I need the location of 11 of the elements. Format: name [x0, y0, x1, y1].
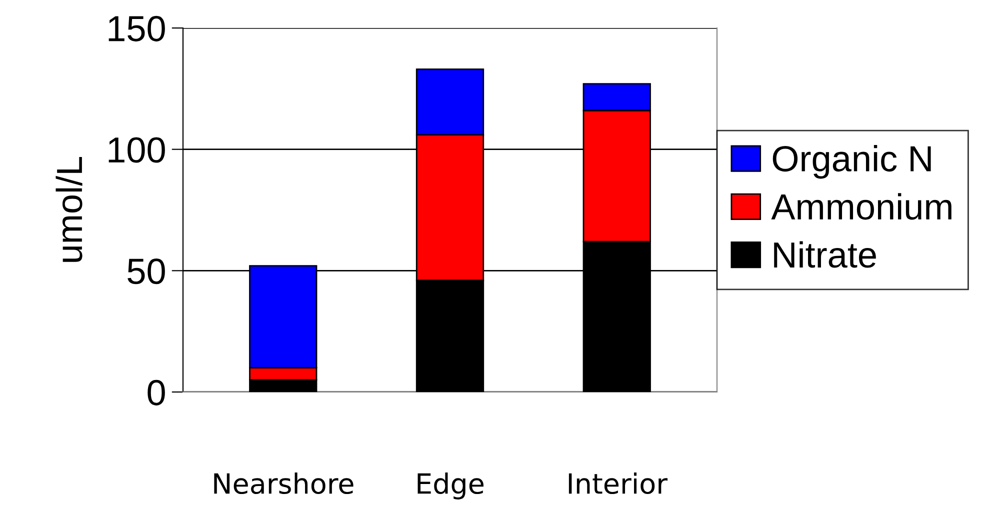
legend-label: Nitrate — [774, 241, 876, 268]
y-tick-label: 100 — [108, 137, 165, 163]
x-tick-label: Edge — [418, 472, 484, 500]
x-tick-label: Interior — [568, 472, 668, 494]
y-axis-title: umol/L — [56, 157, 82, 262]
legend-label: Organic N — [772, 145, 931, 179]
y-tick-label: 0 — [148, 380, 165, 406]
y-tick-label: 150 — [108, 16, 165, 42]
y-tick-label: 50 — [128, 258, 165, 284]
legend-label: Ammonium — [771, 193, 952, 220]
x-tick-label: Nearshore — [214, 472, 354, 494]
